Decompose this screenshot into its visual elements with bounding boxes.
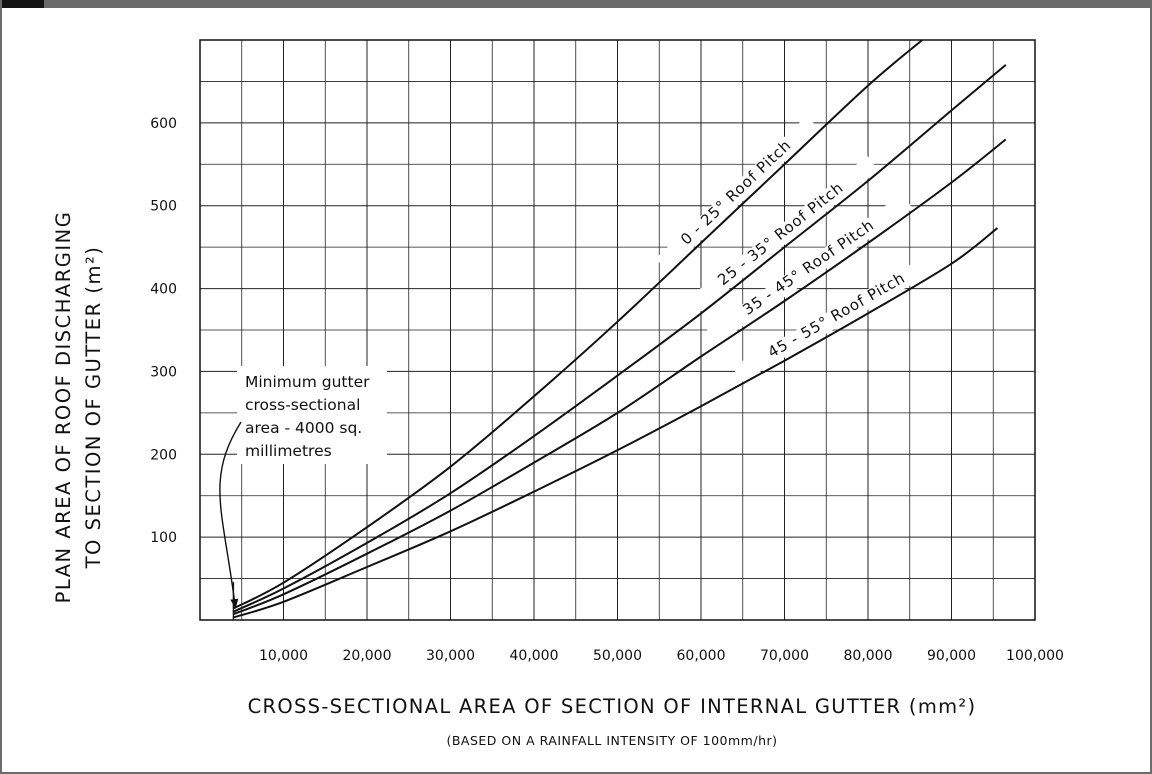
plot-border	[199, 39, 1036, 621]
annotation-arrow	[219, 421, 242, 609]
annotation-box	[237, 366, 387, 464]
x-tick-label: 60,000	[677, 648, 726, 664]
x-tick-label: 50,000	[593, 648, 642, 664]
series-label-bg	[706, 193, 913, 344]
y-tick-label: 400	[150, 282, 177, 298]
x-tick-label: 10,000	[259, 648, 308, 664]
y-tick-label: 100	[150, 530, 177, 546]
series-line	[232, 39, 923, 610]
x-axis-note: (BASED ON A RAINFALL INTENSITY OF 100mm/…	[446, 733, 777, 748]
y-tick-label: 300	[150, 364, 177, 380]
y-axis-label-line1: PLAN AREA OF ROOF DISCHARGING	[52, 211, 75, 604]
x-tick-label: 30,000	[426, 648, 475, 664]
y-axis-label-line2: TO SECTION OF GUTTER (m²)	[82, 246, 105, 570]
min-gutter-annotation: Minimum gutter cross-sectional area - 4000…	[219, 366, 387, 620]
y-tick-label: 200	[150, 447, 177, 463]
series-lines	[232, 39, 1007, 619]
x-tick-label: 80,000	[844, 648, 893, 664]
annotation-text: millimetres	[245, 442, 332, 460]
series-label-backgrounds	[655, 115, 943, 383]
series-line	[233, 138, 1007, 616]
x-tick-labels: 10,000 20,000 30,000 40,000 50,000 60,000 70,0…	[259, 648, 1064, 664]
x-tick-label: 100,000	[1006, 648, 1064, 664]
x-tick-label: 90,000	[927, 648, 976, 664]
grid	[200, 40, 1035, 620]
series-line	[232, 64, 1007, 613]
top-bar	[0, 0, 1152, 8]
x-tick-label: 40,000	[510, 648, 559, 664]
y-tick-label: 600	[150, 116, 177, 132]
annotation-text: area - 4000 sq.	[245, 419, 362, 437]
series-label-bg	[655, 115, 820, 272]
top-bar-tab	[0, 0, 44, 8]
series-label-bg	[685, 155, 879, 315]
x-axis-label: CROSS-SECTIONAL AREA OF SECTION OF INTER…	[248, 695, 977, 718]
annotation-text: Minimum gutter	[245, 373, 370, 391]
x-tick-label: 70,000	[760, 648, 809, 664]
y-tick-labels: 100 200 300 400 500 600	[150, 116, 177, 546]
series-line	[233, 227, 999, 619]
x-tick-label: 20,000	[343, 648, 392, 664]
series-label-bg	[732, 251, 943, 383]
y-tick-label: 500	[150, 199, 177, 215]
annotation-text: cross-sectional	[245, 396, 360, 414]
